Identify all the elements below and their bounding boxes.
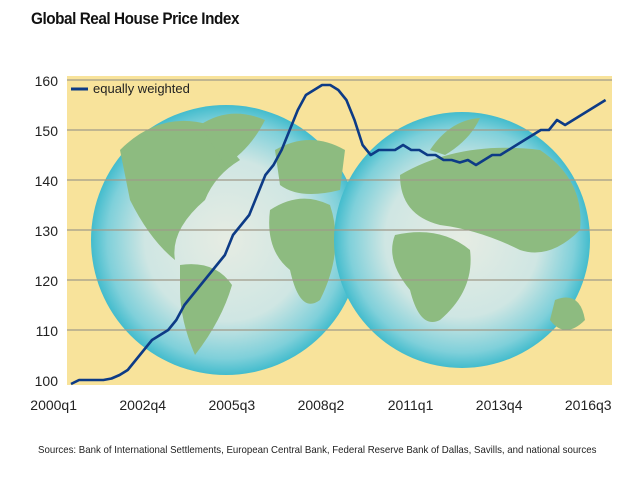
y-tick-label: 110 [36,323,59,339]
landmass [392,232,471,322]
y-tick-label: 160 [35,73,59,89]
y-tick-label: 100 [35,373,59,389]
globe-eurasia [334,112,590,368]
x-tick-label: 2013q4 [476,397,523,413]
landmass [550,297,585,330]
source-note: Sources: Bank of International Settlemen… [38,444,597,456]
landmass [400,147,581,253]
y-tick-label: 150 [35,123,59,139]
landmass [430,118,480,155]
landmass [269,198,336,304]
y-tick-label: 120 [35,273,59,289]
landmass [275,140,345,194]
landmass [200,113,265,165]
x-tick-label: 2000q1 [30,397,77,413]
legend-label: equally weighted [93,81,190,96]
y-tick-label: 140 [35,173,59,189]
y-tick-label: 130 [35,223,59,239]
x-tick-label: 2008q2 [298,397,345,413]
legend: equally weighted [71,81,190,96]
x-tick-label: 2005q3 [208,397,255,413]
x-tick-label: 2016q3 [565,397,612,413]
globe-americas [91,105,361,375]
chart-title: Global Real House Price Index [31,9,240,28]
landmass [180,264,232,355]
series-line-equally-weighted [70,83,607,386]
x-tick-label: 2002q4 [119,397,166,413]
x-tick-label: 2011q1 [388,397,434,413]
landmass [120,120,240,260]
